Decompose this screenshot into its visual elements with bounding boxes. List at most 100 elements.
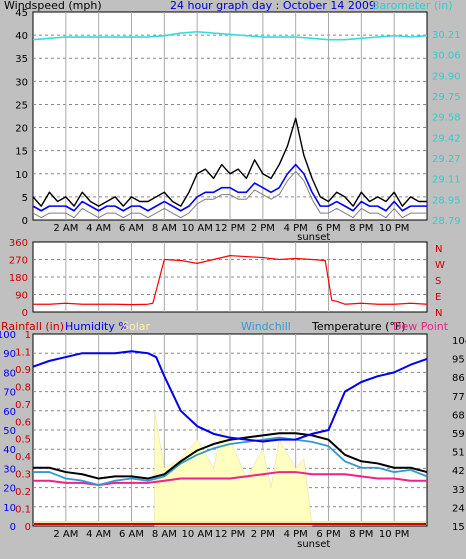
time-tick: 2 AM <box>53 529 78 540</box>
windspeed-tick: 30 <box>15 77 28 88</box>
time-tick: 10 PM <box>379 529 410 540</box>
barometer-tick: 29.75 <box>432 92 461 103</box>
time-tick: 8 PM <box>349 223 373 234</box>
windspeed-tick: 15 <box>15 147 28 158</box>
humidity-tick: 40 <box>3 445 16 456</box>
temp-series <box>32 350 428 527</box>
windspeed-axis-label: Windspeed (mph) <box>4 0 102 12</box>
sunset-label: sunset <box>297 539 330 550</box>
barometer-tick: 29.42 <box>432 133 461 144</box>
rainfall-tick: 0.4 <box>15 452 31 463</box>
windspeed-tick: 45 <box>15 8 28 19</box>
temperature-ticks: 104 95 86 77 68 59 51 42 33 24 15 <box>452 336 466 533</box>
rainfall-ticks: 1 1.1 0.9 0.8 0.7 0.6 0.5 0.4 0.3 0.2 0.1 0 <box>15 330 31 533</box>
temp-grid <box>33 334 427 526</box>
temperature-tick: 24 <box>452 503 465 514</box>
wind-max-line <box>32 117 427 207</box>
barometer-tick: 29.90 <box>432 71 461 82</box>
time-tick: 4 PM <box>284 223 308 234</box>
solar-axis-label: Solar <box>122 320 151 333</box>
windspeed-tick: 40 <box>15 31 28 42</box>
time-tick: 6 PM <box>316 529 340 540</box>
compass-tick: N <box>435 308 442 319</box>
windspeed-ticks: 45 40 35 30 25 20 15 10 5 0 <box>15 8 28 227</box>
temperature-tick: 95 <box>452 355 465 366</box>
degree-tick: 360 <box>9 238 28 249</box>
humidity-tick: 80 <box>3 368 16 379</box>
time-tick: 2 PM <box>251 223 275 234</box>
barometer-tick: 28.79 <box>432 216 461 227</box>
barometer-axis-label: Barometer (in) <box>372 0 453 12</box>
temperature-tick: 33 <box>452 485 465 496</box>
barometer-tick: 30.21 <box>432 30 461 41</box>
rainfall-tick: 0.2 <box>15 487 31 498</box>
wind-series <box>32 30 428 219</box>
temperature-tick: 51 <box>452 448 465 459</box>
windchill-axis-label: Windchill <box>241 320 291 333</box>
humidity-axis-label: Humidity % <box>65 320 129 333</box>
time-tick: 4 PM <box>284 529 308 540</box>
rainfall-tick: 0.3 <box>15 470 31 481</box>
time-tick: 2 PM <box>251 529 275 540</box>
rainfall-tick: 0.6 <box>15 417 31 428</box>
degree-tick: 270 <box>9 256 28 267</box>
time-tick: 4 AM <box>86 223 111 234</box>
time-tick: 8 PM <box>349 529 373 540</box>
barometer-tick: 29.11 <box>432 175 461 186</box>
temperature-tick: 77 <box>452 392 465 403</box>
rainfall-tick: 0.7 <box>15 400 31 411</box>
time-tick: 4 AM <box>86 529 111 540</box>
dewpoint-axis-label: Dew Point <box>393 320 449 333</box>
rainfall-tick: 0 <box>25 522 31 533</box>
time-tick: 10 AM <box>181 223 212 234</box>
panel3-time-ticks: 2 AM 4 AM 6 AM 8 AM 10 AM 12 PM 2 PM 4 PM 6 PM 8 … <box>53 529 409 550</box>
barometer-tick: 28.95 <box>432 195 461 206</box>
direction-series <box>33 255 428 306</box>
windspeed-tick: 35 <box>15 54 28 65</box>
time-tick: 8 AM <box>152 223 177 234</box>
wind-gray-line <box>32 170 427 219</box>
rainfall-tick: 1.1 <box>15 347 31 358</box>
humidity-tick: 50 <box>3 426 16 437</box>
compass-tick: S <box>435 276 441 287</box>
humidity-tick: 90 <box>3 349 16 360</box>
barometer-line <box>32 30 428 41</box>
temperature-axis-label: Temperature (°F) <box>311 320 406 333</box>
windspeed-tick: 25 <box>15 100 28 111</box>
rainfall-tick: 0.5 <box>15 435 31 446</box>
time-tick: 6 PM <box>316 223 340 234</box>
windchill-line <box>33 436 428 486</box>
rainfall-tick: 0.1 <box>15 505 31 516</box>
temperature-tick: 15 <box>452 522 465 533</box>
barometer-tick: 29.58 <box>432 113 461 124</box>
humidity-tick: 100 <box>0 330 16 341</box>
time-tick: 10 PM <box>379 223 410 234</box>
windspeed-tick: 10 <box>15 170 28 181</box>
temperature-tick: 59 <box>452 429 465 440</box>
time-tick: 10 AM <box>181 529 212 540</box>
solar-area <box>154 410 313 527</box>
compass-tick: W <box>435 260 445 271</box>
compass-tick: N <box>435 244 442 255</box>
humidity-tick: 60 <box>3 407 16 418</box>
sunset-label: sunset <box>297 232 330 243</box>
compass-tick: E <box>435 292 441 303</box>
degree-tick: 0 <box>22 308 28 319</box>
rainfall-tick: 0.9 <box>15 365 31 376</box>
barometer-tick: 30.06 <box>432 51 461 62</box>
temperature-tick: 42 <box>452 466 465 477</box>
wind-avg-line <box>32 163 427 212</box>
wind-grid <box>33 12 427 220</box>
rainfall-tick: 0.8 <box>15 382 31 393</box>
humidity-tick: 70 <box>3 388 16 399</box>
temperature-tick: 68 <box>452 410 465 421</box>
rainfall-tick: 1 <box>25 330 31 341</box>
rainfall-axis-label: Rainfall (in) <box>1 320 64 333</box>
chart-title: 24 hour graph day : October 14 2009 <box>170 0 376 12</box>
temperature-tick: 104 <box>452 336 466 347</box>
direction-line <box>33 255 428 306</box>
degree-tick: 90 <box>15 291 28 302</box>
